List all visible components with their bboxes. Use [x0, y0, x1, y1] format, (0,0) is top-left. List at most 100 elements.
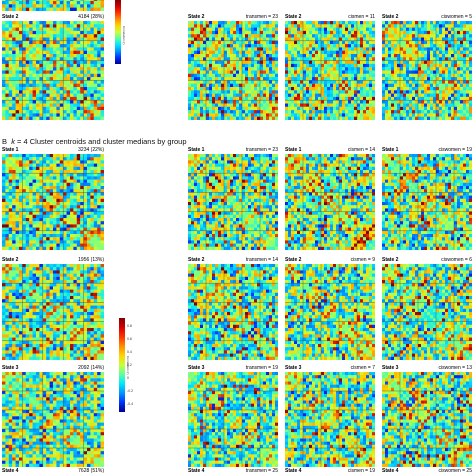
matrix-cell: [2, 57, 6, 61]
matrix-cell: [32, 27, 37, 31]
matrix-cell: [93, 170, 98, 174]
matrix-cell: [233, 110, 237, 114]
matrix-cell: [245, 44, 249, 48]
matrix-cell: [200, 27, 204, 31]
matrix-cell: [236, 24, 240, 28]
matrix-cell: [333, 80, 337, 84]
matrix-cell: [90, 173, 94, 177]
matrix-cell: [418, 21, 422, 25]
matrix-cell: [315, 70, 319, 74]
matrix-cell: [197, 63, 201, 68]
matrix-cell: [291, 50, 295, 55]
matrix-cell: [412, 47, 416, 51]
matrix-cell: [46, 0, 50, 5]
matrix-cell: [70, 160, 74, 164]
matrix-cell: [445, 50, 449, 55]
matrix-cell: [56, 113, 60, 117]
matrix-cell: [288, 21, 292, 25]
matrix-cell: [49, 4, 54, 8]
matrix-cell: [269, 100, 273, 104]
matrix-cell: [83, 110, 88, 114]
matrix-cell: [436, 44, 440, 48]
matrix-cell: [391, 47, 395, 51]
matrix-cell: [32, 157, 37, 161]
matrix-cell: [272, 50, 276, 55]
matrix-cell: [90, 4, 94, 8]
matrix-cell: [382, 24, 386, 28]
matrix-cell: [206, 50, 210, 55]
matrix-cell: [418, 27, 422, 31]
matrix-cell: [5, 176, 9, 180]
matrix-cell: [25, 113, 30, 117]
matrix-cell: [5, 154, 9, 158]
matrix-cell: [388, 80, 392, 84]
matrix-cell: [203, 24, 207, 28]
matrix-cell: [424, 50, 428, 55]
matrix-cell: [100, 90, 104, 94]
matrix-cell: [8, 96, 13, 101]
matrix-cell: [466, 21, 470, 25]
matrix-cell: [403, 21, 407, 25]
matrix-cell: [403, 113, 407, 117]
matrix-cell: [70, 90, 74, 94]
matrix-cell: [19, 27, 23, 31]
matrix-cell: [248, 103, 252, 107]
matrix-cell: [66, 24, 71, 28]
matrix-cell: [245, 96, 249, 101]
matrix-cell: [49, 176, 54, 180]
matrix-cell: [83, 90, 88, 94]
matrix-cell: [382, 87, 386, 91]
matrix-cell: [427, 30, 431, 35]
matrix-cell: [87, 37, 91, 41]
matrix-cell: [260, 90, 264, 94]
matrix-cell: [372, 37, 375, 41]
matrix-cell: [269, 63, 273, 68]
matrix-cell: [294, 96, 298, 101]
matrix-cell: [242, 116, 246, 120]
matrix-cell: [466, 96, 470, 101]
matrix-cell: [5, 57, 9, 61]
matrix-cell: [203, 103, 207, 107]
matrix-cell: [230, 103, 234, 107]
matrix-cell: [348, 90, 352, 94]
matrix-cell: [242, 60, 246, 64]
matrix-cell: [22, 60, 26, 64]
matrix-cell: [424, 93, 428, 97]
matrix-cell: [49, 93, 54, 97]
matrix-cell: [46, 157, 50, 161]
matrix-cell: [73, 192, 77, 196]
matrix-cell: [32, 34, 37, 38]
matrix-cell: [312, 37, 316, 41]
matrix-cell: [321, 37, 325, 41]
matrix-cell: [80, 116, 84, 120]
matrix-cell: [285, 80, 289, 84]
matrix-cell: [59, 24, 64, 28]
matrix-cell: [324, 96, 328, 101]
matrix-cell: [90, 83, 94, 88]
matrix-cell: [25, 0, 30, 1]
matrix-cell: [372, 21, 375, 25]
matrix-cell: [49, 34, 54, 38]
matrix-cell: [83, 37, 88, 41]
matrix-cell: [433, 83, 437, 88]
matrix-cell: [412, 100, 416, 104]
matrix-cell: [56, 90, 60, 94]
matrix-cell: [330, 103, 334, 107]
matrix-cell: [294, 27, 298, 31]
matrix-cell: [90, 176, 94, 180]
matrix-cell: [339, 103, 343, 107]
matrix-cell: [269, 57, 273, 61]
matrix-cell: [418, 54, 422, 58]
matrix-cell: [333, 21, 337, 25]
matrix-cell: [239, 70, 243, 74]
matrix-cell: [354, 57, 358, 61]
matrix-cell: [32, 189, 37, 193]
matrix-cell: [451, 103, 455, 107]
matrix-cell: [266, 96, 270, 101]
matrix-cell: [22, 90, 26, 94]
matrix-cell: [403, 30, 407, 35]
matrix-cell: [76, 7, 81, 11]
matrix-cell: [451, 100, 455, 104]
matrix-cell: [421, 116, 425, 120]
matrix-cell: [354, 93, 358, 97]
